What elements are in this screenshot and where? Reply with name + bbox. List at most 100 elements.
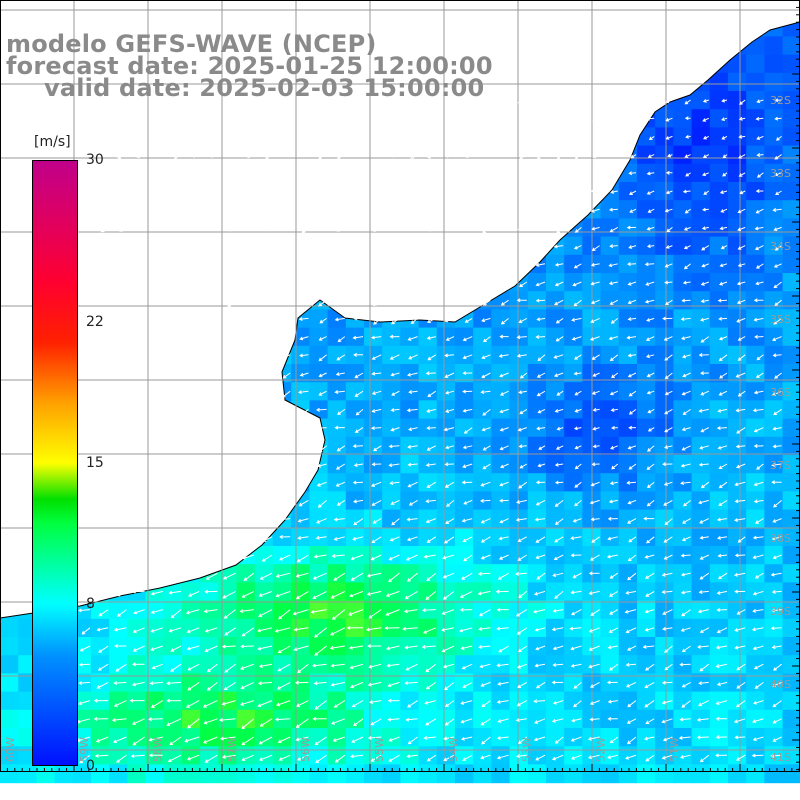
wind-arrow — [445, 190, 455, 196]
wind-arrow — [588, 590, 600, 595]
wind-arrow — [354, 117, 364, 123]
wind-arrow — [464, 99, 473, 105]
wind-arrow — [772, 444, 782, 449]
field-cell — [509, 618, 529, 638]
wind-arrow — [751, 627, 764, 632]
wind-arrow — [135, 208, 145, 215]
wind-arrow — [281, 153, 291, 158]
latitude-label: 40S — [770, 678, 791, 691]
field-cell — [273, 728, 292, 747]
wind-arrow — [318, 98, 327, 103]
wind-arrow — [573, 190, 582, 197]
field-cell — [655, 655, 674, 674]
wind-arrow — [462, 354, 473, 360]
wind-arrow — [118, 427, 127, 433]
wind-arrow — [208, 317, 218, 323]
wind-arrow — [150, 572, 163, 576]
wind-arrow — [715, 735, 728, 740]
field-cell — [618, 273, 638, 292]
wind-arrow — [774, 245, 782, 251]
wind-arrow — [150, 700, 164, 708]
wind-arrow — [316, 426, 327, 431]
wind-arrow — [570, 590, 582, 595]
wind-arrow — [318, 390, 327, 396]
field-cell — [364, 491, 383, 511]
field-cell — [782, 436, 800, 456]
wind-arrow — [190, 463, 200, 469]
field-cell — [564, 455, 583, 474]
wind-arrow — [118, 117, 127, 122]
wind-arrow — [774, 154, 782, 160]
wind-arrow — [642, 644, 655, 649]
wind-arrow — [336, 154, 346, 160]
wind-arrow — [426, 172, 436, 177]
wind-arrow — [554, 299, 564, 306]
wind-arrow — [98, 317, 109, 323]
wind-arrow — [696, 735, 709, 740]
wind-arrow — [390, 172, 400, 177]
field-cell — [782, 491, 800, 511]
wind-arrow — [773, 263, 782, 268]
wind-arrow — [261, 335, 273, 340]
wind-arrow — [500, 171, 509, 176]
wind-arrow — [682, 372, 691, 378]
field-cell — [145, 618, 165, 638]
wind-arrow — [404, 681, 418, 686]
wind-arrow — [228, 245, 236, 252]
field-cell — [691, 509, 711, 529]
wind-arrow — [719, 263, 728, 268]
field-cell — [491, 764, 511, 784]
wind-arrow — [299, 262, 309, 267]
wind-arrow — [703, 190, 710, 195]
longitude-label: 56W — [299, 737, 312, 762]
field-cell — [127, 764, 147, 784]
field-cell — [637, 655, 656, 674]
wind-arrow — [274, 627, 291, 633]
wind-arrow — [388, 572, 400, 583]
wind-arrow — [264, 427, 273, 433]
field-cell — [382, 673, 401, 693]
field-cell — [491, 382, 511, 401]
field-cell — [527, 382, 547, 401]
wind-arrow — [718, 463, 728, 469]
wind-arrow — [263, 372, 273, 379]
wind-arrow — [98, 390, 109, 397]
wind-arrow — [206, 536, 218, 542]
wind-arrow — [334, 134, 345, 139]
field-cell — [691, 200, 711, 219]
field-cell — [364, 546, 383, 565]
wind-arrow — [98, 481, 109, 488]
wind-arrow — [280, 354, 291, 359]
field-cell — [691, 309, 711, 329]
wind-arrow — [226, 134, 236, 139]
wind-arrow — [172, 372, 182, 377]
wind-arrow — [534, 718, 546, 724]
wind-arrow — [535, 645, 546, 651]
field-cell — [728, 418, 747, 438]
field-cell — [691, 382, 711, 401]
field-cell — [655, 527, 674, 547]
wind-arrow — [589, 499, 600, 505]
wind-arrow — [241, 627, 255, 637]
wind-arrow — [409, 154, 418, 161]
wind-arrow — [208, 190, 218, 195]
title-forecast-date: forecast date: 2025-01-25 12:00:00 — [6, 52, 493, 80]
wind-arrow — [207, 499, 218, 506]
field-cell — [418, 764, 438, 784]
field-cell — [418, 746, 438, 765]
wind-arrow — [645, 336, 655, 341]
wind-arrow — [371, 408, 382, 413]
field-cell — [564, 764, 583, 784]
field-cell — [637, 600, 656, 620]
field-cell — [527, 527, 547, 547]
wind-arrow — [336, 208, 346, 214]
field-cell — [782, 345, 800, 365]
wind-arrow — [738, 116, 746, 121]
wind-arrow — [185, 700, 200, 708]
wind-arrow — [355, 245, 364, 250]
wind-arrow — [190, 154, 200, 158]
wind-arrow — [391, 116, 400, 121]
wind-arrow — [551, 680, 564, 685]
field-cell — [782, 254, 800, 274]
field-cell — [273, 546, 292, 565]
